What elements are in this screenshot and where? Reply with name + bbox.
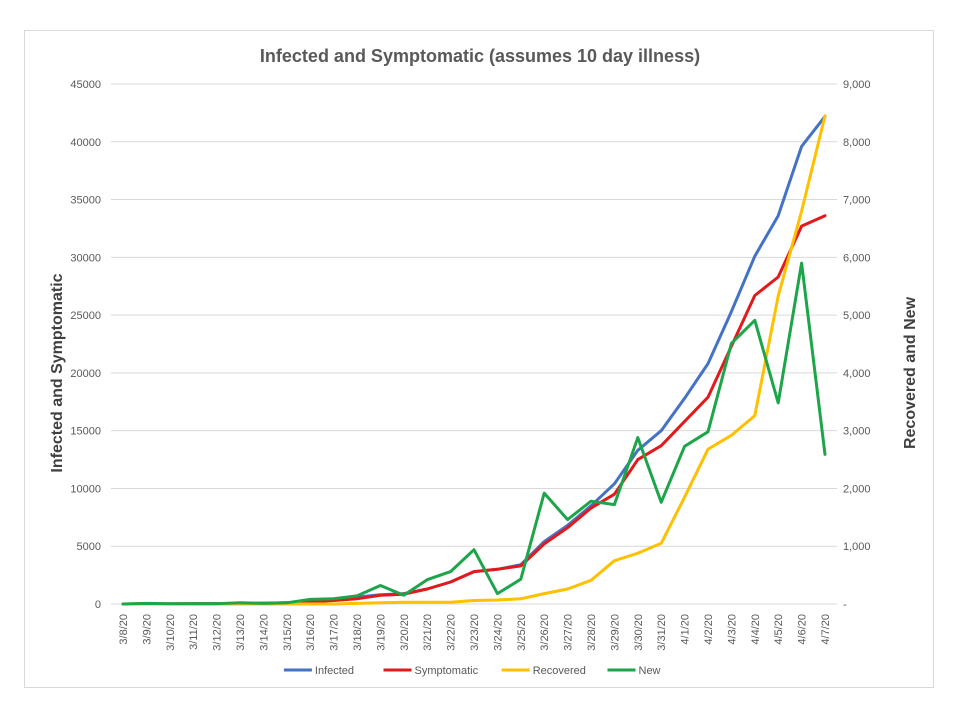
series-lines (121, 114, 827, 606)
right-tick-label: 1,000 (843, 541, 871, 553)
x-tick-label: 3/27/20 (563, 614, 575, 651)
x-tick-label: 4/6/20 (797, 614, 809, 645)
right-tick-label: - (843, 599, 847, 611)
left-tick-label: 10000 (70, 483, 101, 495)
left-tick-label: 30000 (70, 252, 101, 264)
x-tick-label: 3/23/20 (469, 614, 481, 651)
left-tick-label: 5000 (77, 541, 101, 553)
left-tick-label: 45000 (70, 79, 101, 91)
x-tick-label: 3/11/20 (188, 614, 200, 650)
legend-label: New (639, 665, 661, 677)
x-tick-label: 3/28/20 (586, 614, 598, 651)
x-tick-label: 3/17/20 (329, 614, 341, 651)
x-tick-label: 3/14/20 (258, 614, 270, 651)
x-tick-label: 3/25/20 (516, 614, 528, 651)
chart-title: Infected and Symptomatic (assumes 10 day… (260, 46, 700, 66)
x-tick-label: 3/24/20 (492, 614, 504, 651)
x-tick-label: 3/22/20 (446, 614, 458, 651)
chart-frame: Infected and Symptomatic (assumes 10 day… (24, 30, 934, 688)
right-tick-label: 7,000 (843, 195, 871, 207)
x-tick-label: 4/7/20 (820, 614, 832, 645)
left-tick-label: 20000 (70, 368, 101, 380)
x-tick-label: 4/1/20 (680, 614, 692, 645)
legend-label: Infected (315, 665, 354, 677)
right-tick-label: 8,000 (843, 137, 871, 149)
x-tick-label: 3/30/20 (633, 614, 645, 651)
right-tick-label: 5,000 (843, 310, 871, 322)
left-tick-label: 35000 (70, 195, 101, 207)
x-tick-label: 3/19/20 (375, 614, 387, 651)
x-tick-label: 3/12/20 (212, 614, 224, 651)
right-axis-ticks: - 1,000 2,000 3,000 4,000 5,000 6,000 7,000 8,00… (843, 79, 871, 611)
x-tick-label: 3/10/20 (165, 614, 177, 651)
x-axis-ticks: 3/8/20 3/9/20 3/10/20 3/11/20 3/12/20 3/13/20… (118, 614, 832, 651)
right-tick-label: 4,000 (843, 368, 871, 380)
x-tick-label: 4/2/20 (703, 614, 715, 645)
x-tick-label: 3/16/20 (305, 614, 317, 651)
series-line-recovered (121, 114, 827, 606)
x-tick-label: 3/29/20 (609, 614, 621, 651)
x-tick-label: 3/20/20 (399, 614, 411, 651)
x-tick-label: 3/8/20 (118, 614, 130, 645)
right-tick-label: 6,000 (843, 252, 871, 264)
x-tick-label: 4/5/20 (773, 614, 785, 645)
x-tick-label: 4/4/20 (750, 614, 762, 645)
right-axis-title: Recovered and New (902, 296, 919, 449)
right-tick-label: 2,000 (843, 483, 871, 495)
left-tick-label: 25000 (70, 310, 101, 322)
x-tick-label: 3/9/20 (141, 614, 153, 645)
x-tick-label: 3/31/20 (656, 614, 668, 651)
x-tick-label: 4/3/20 (726, 614, 738, 645)
x-tick-label: 3/21/20 (422, 614, 434, 651)
left-axis-title: Infected and Symptomatic (49, 273, 66, 472)
x-tick-label: 3/26/20 (539, 614, 551, 651)
series-line-new (121, 261, 827, 606)
left-tick-label: 0 (95, 599, 101, 611)
gridlines (111, 83, 837, 605)
left-tick-label: 40000 (70, 137, 101, 149)
legend-label: Symptomatic (415, 665, 479, 677)
legend-label: Recovered (533, 665, 586, 677)
left-axis-ticks: 0 5000 10000 15000 20000 25000 30000 35000 40000… (70, 79, 101, 611)
chart: Infected and Symptomatic (assumes 10 day… (49, 46, 919, 677)
series-line-infected (121, 114, 827, 606)
left-tick-label: 15000 (70, 426, 101, 438)
x-tick-label: 3/15/20 (282, 614, 294, 651)
right-tick-label: 9,000 (843, 79, 871, 91)
x-tick-label: 3/13/20 (235, 614, 247, 651)
right-tick-label: 3,000 (843, 426, 871, 438)
x-tick-label: 3/18/20 (352, 614, 364, 651)
legend: Infected Symptomatic Recovered New (283, 665, 661, 677)
